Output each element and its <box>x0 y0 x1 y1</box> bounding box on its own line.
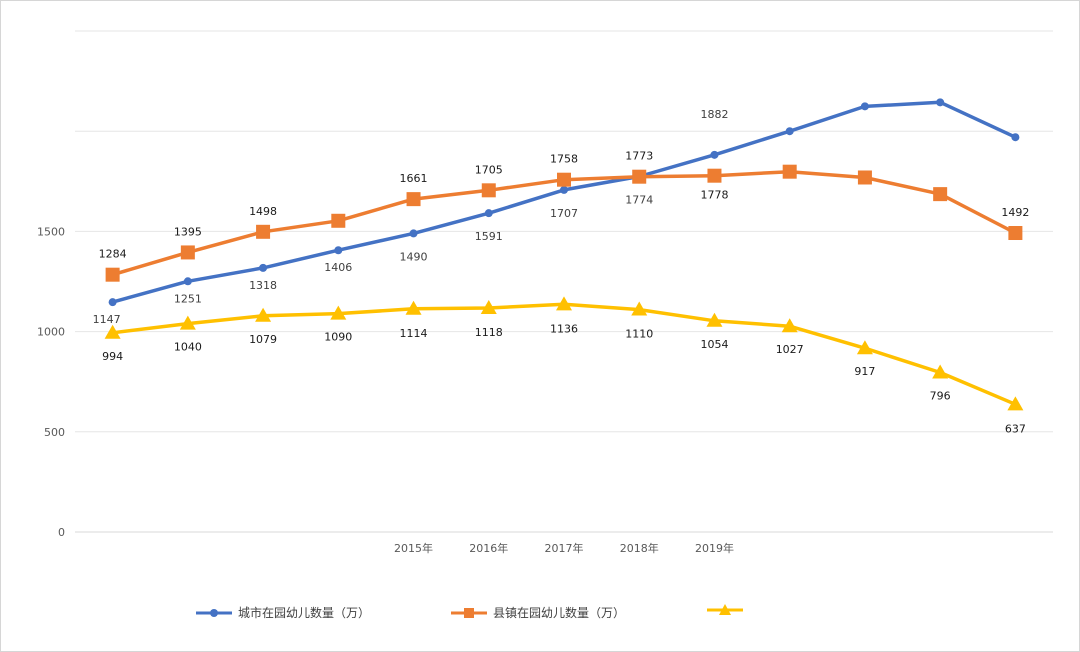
data-label-2: 1110 <box>625 328 653 341</box>
data-point-2 <box>255 307 272 322</box>
data-label-1: 1773 <box>625 150 653 163</box>
data-label-0: 1490 <box>400 250 428 263</box>
data-point-2 <box>405 300 422 315</box>
legend-marker-city <box>196 608 232 617</box>
series-line-2 <box>112 302 1017 406</box>
legend: 城市在园幼儿数量（万） 县镇在园幼儿数量（万） <box>1 604 1080 626</box>
data-label-2: 1079 <box>249 333 277 346</box>
data-point-2 <box>932 364 949 379</box>
data-label-1: 1661 <box>400 172 428 185</box>
data-point-2 <box>856 340 873 355</box>
data-point-1 <box>481 183 496 198</box>
data-point-1 <box>406 192 421 207</box>
data-point-0 <box>560 185 568 194</box>
data-point-0 <box>183 277 192 286</box>
data-point-2 <box>104 324 121 339</box>
data-label-0: 1318 <box>249 279 277 292</box>
x-tick-label: 2019年 <box>695 541 734 555</box>
data-point-2 <box>480 299 497 314</box>
legend-marker-county <box>451 607 487 618</box>
data-point-2 <box>706 312 723 327</box>
y-tick-label: 1000 <box>37 326 65 339</box>
line-chart: 0 500 1000 1500 2015年 2016年 2017年 2018年 2019年 114… <box>37 30 1053 555</box>
x-tick-label: 2017年 <box>545 541 584 555</box>
data-point-0 <box>259 263 268 272</box>
data-point-1 <box>707 168 722 183</box>
data-label-2: 1027 <box>776 343 804 356</box>
data-point-2 <box>179 315 196 330</box>
x-tick-label: 2016年 <box>469 541 508 555</box>
data-point-2 <box>330 305 347 320</box>
data-point-1 <box>180 245 195 260</box>
data-point-1 <box>256 224 271 239</box>
data-point-2 <box>1007 396 1024 411</box>
data-label-2: 1054 <box>700 338 728 351</box>
data-label-1: 1395 <box>174 225 202 238</box>
data-point-0 <box>1011 133 1020 142</box>
y-tick-label: 500 <box>44 426 65 439</box>
data-label-1: 1705 <box>475 163 503 176</box>
data-label-2: 1090 <box>324 331 352 344</box>
data-label-0: 1882 <box>700 108 728 121</box>
data-label-2: 637 <box>1005 422 1026 435</box>
data-label-0: 1591 <box>475 230 503 243</box>
data-label-2: 1040 <box>174 341 202 354</box>
y-tick-label: 1500 <box>37 225 65 238</box>
data-label-2: 1114 <box>400 327 428 340</box>
data-point-1 <box>782 164 797 179</box>
data-label-2: 994 <box>102 350 123 363</box>
legend-item-rural <box>707 604 749 616</box>
legend-item-city: 城市在园幼儿数量（万） <box>196 604 370 621</box>
data-point-1 <box>933 187 948 202</box>
data-label-2: 796 <box>930 389 951 402</box>
data-point-0 <box>785 127 794 136</box>
legend-marker-rural <box>707 604 743 615</box>
data-label-1: 1758 <box>550 153 578 166</box>
data-point-0 <box>484 209 493 218</box>
data-point-0 <box>108 298 117 307</box>
data-point-0 <box>710 150 719 159</box>
data-point-2 <box>556 296 572 311</box>
data-label-0: 1774 <box>625 193 653 206</box>
data-point-1 <box>1008 226 1023 241</box>
data-label-0: 1147 <box>93 313 121 326</box>
x-tick-label: 2018年 <box>620 541 659 555</box>
x-tick-label: 2015年 <box>394 541 433 555</box>
data-label-1: 1778 <box>700 189 728 202</box>
data-point-1 <box>557 172 571 187</box>
series-line-0 <box>112 100 1017 304</box>
data-label-2: 1118 <box>475 326 503 339</box>
data-point-1 <box>857 170 872 185</box>
data-label-0: 1251 <box>174 292 202 305</box>
data-point-0 <box>334 246 343 255</box>
data-label-1: 1284 <box>99 248 127 261</box>
data-point-2 <box>631 301 648 316</box>
data-label-0: 1707 <box>550 207 578 220</box>
data-point-0 <box>409 229 418 238</box>
y-tick-label: 0 <box>58 526 65 539</box>
data-point-1 <box>105 267 120 282</box>
data-label-1: 1498 <box>249 205 277 218</box>
data-label-2: 917 <box>854 365 875 378</box>
data-point-0 <box>860 102 869 111</box>
data-label-1: 1492 <box>1001 206 1029 219</box>
data-label-0: 1406 <box>324 261 352 274</box>
data-point-0 <box>936 98 945 107</box>
legend-item-county: 县镇在园幼儿数量（万） <box>451 604 625 621</box>
data-label-2: 1136 <box>550 322 578 335</box>
data-point-1 <box>632 169 647 184</box>
legend-label-county: 县镇在园幼儿数量（万） <box>493 606 626 620</box>
data-point-2 <box>781 318 798 333</box>
legend-label-city: 城市在园幼儿数量（万） <box>238 606 371 620</box>
data-point-1 <box>331 213 346 228</box>
